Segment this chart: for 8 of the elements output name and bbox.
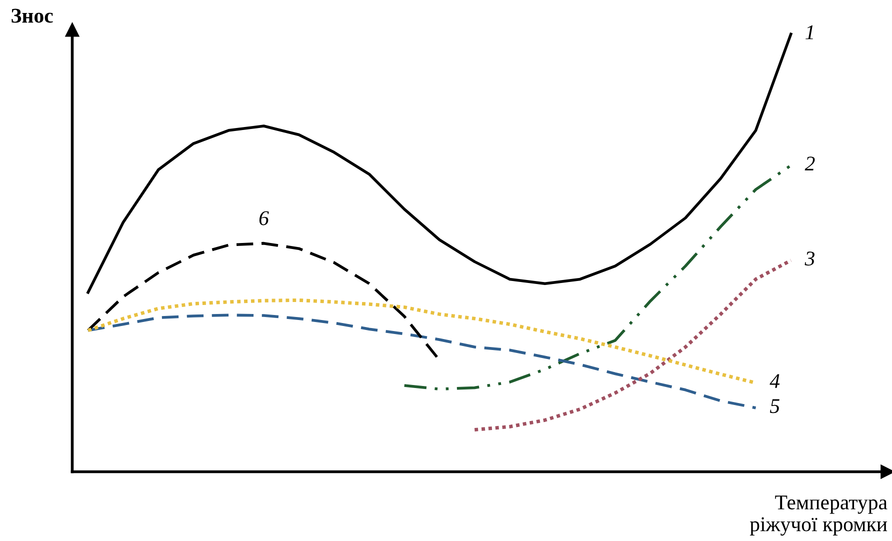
series-label: 5 xyxy=(770,399,780,414)
x-axis-title: Температура ріжучої кромки xyxy=(750,496,888,536)
series-label: 1 xyxy=(806,25,813,40)
series-label: 2 xyxy=(804,156,815,170)
series-label: 3 xyxy=(804,252,814,266)
y-axis-title: Знос xyxy=(12,8,53,23)
series-label: 6 xyxy=(259,211,269,226)
series-label: 4 xyxy=(770,374,780,388)
